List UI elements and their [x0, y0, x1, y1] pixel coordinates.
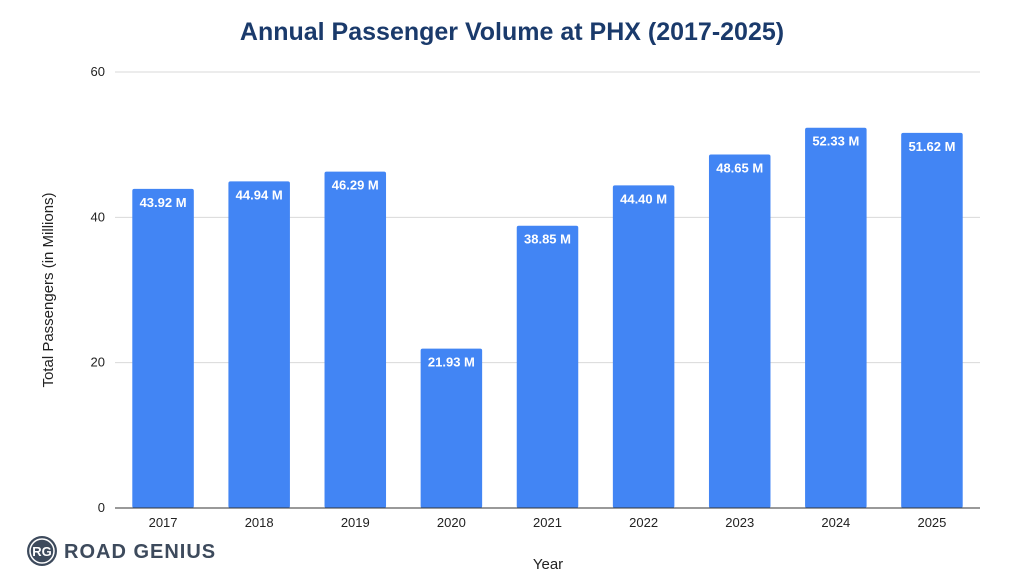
- road-genius-logo: RG ROAD GENIUS: [27, 536, 216, 566]
- logo-text: ROAD GENIUS: [64, 541, 216, 563]
- bar-2022: [612, 185, 675, 509]
- bar-2021: [516, 225, 579, 508]
- y-tick-label: 40: [91, 209, 105, 224]
- bar-2023: [708, 154, 771, 508]
- y-tick-label: 20: [91, 355, 105, 370]
- logo-badge-icon: [27, 536, 57, 566]
- x-tick-label-2018: 2018: [245, 515, 274, 530]
- bar-value-label-2023: 48.65 M: [716, 160, 763, 175]
- bar-value-label-2020: 21.93 M: [428, 355, 475, 370]
- bar-2018: [228, 181, 290, 508]
- x-tick-label-2023: 2023: [725, 515, 754, 530]
- bar-2017: [132, 188, 194, 508]
- x-tick-label-2021: 2021: [533, 515, 562, 530]
- x-axis-label: Year: [533, 556, 563, 573]
- bar-value-label-2021: 38.85 M: [524, 232, 571, 247]
- bar-2020: [420, 348, 483, 508]
- bar-value-label-2019: 46.29 M: [332, 178, 379, 193]
- y-axis-ticks: 0 20 40 60: [91, 64, 105, 515]
- bar-value-label-2018: 44.94 M: [236, 187, 283, 202]
- logo-badge-ring: [29, 538, 55, 564]
- y-axis-label: Total Passengers (in Millions): [40, 192, 57, 387]
- x-tick-label-2024: 2024: [821, 515, 850, 530]
- bar-value-label-2024: 52.33 M: [812, 134, 859, 149]
- x-tick-label-2020: 2020: [437, 515, 466, 530]
- bar-data-labels: 43.92 M 44.94 M 46.29 M 21.93 M 38.85 M 44.40…: [140, 134, 956, 370]
- logo-initials: RG: [32, 544, 52, 559]
- x-tick-label-2025: 2025: [917, 515, 946, 530]
- bar-value-label-2022: 44.40 M: [620, 191, 667, 206]
- chart-title: Annual Passenger Volume at PHX (2017-202…: [240, 18, 784, 46]
- x-tick-label-2022: 2022: [629, 515, 658, 530]
- bar-2025: [901, 132, 963, 509]
- bar-2024: [805, 127, 867, 508]
- x-axis-ticks: 2017 2018 2019 2020 2021 2022 2023 2024 2025: [149, 515, 947, 530]
- y-tick-label: 60: [91, 64, 105, 79]
- bar-value-label-2017: 43.92 M: [140, 195, 187, 210]
- bars: [132, 127, 963, 509]
- bar-value-label-2025: 51.62 M: [908, 139, 955, 154]
- bar-2019: [324, 171, 387, 508]
- x-tick-label-2019: 2019: [341, 515, 370, 530]
- x-tick-label-2017: 2017: [149, 515, 178, 530]
- y-tick-label: 0: [98, 500, 105, 515]
